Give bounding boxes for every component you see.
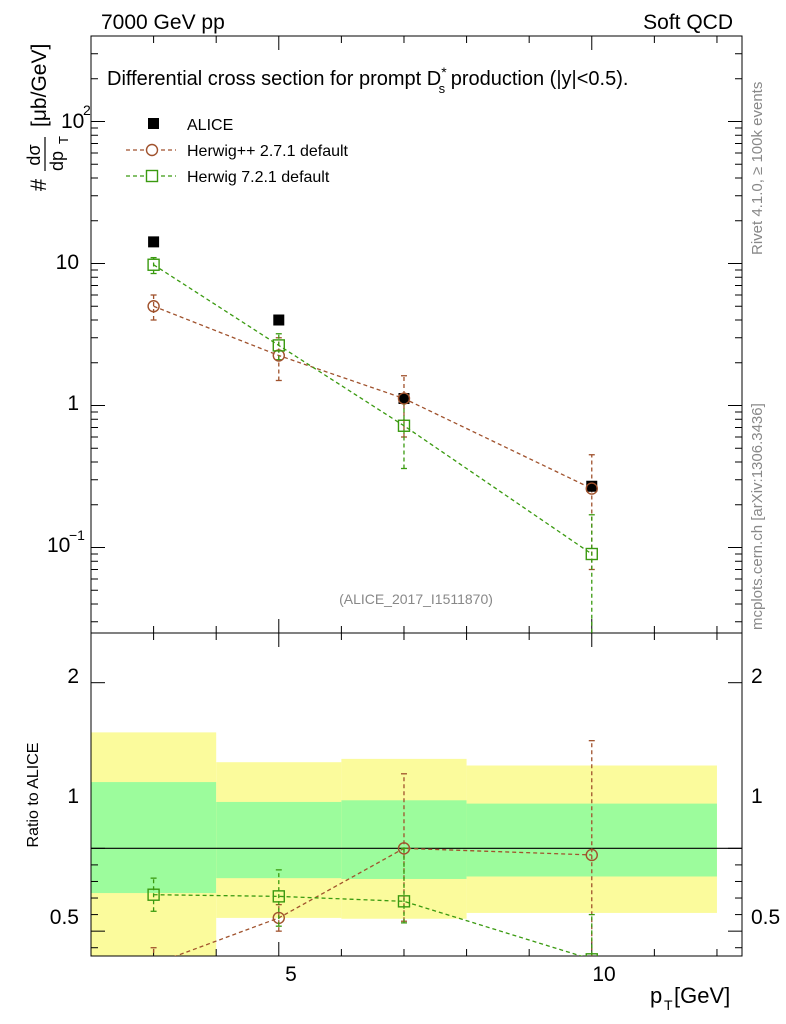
ratio-data-layer <box>147 740 598 970</box>
y-tick-label-100-exp: 2 <box>83 102 91 118</box>
x-tick-label-5: 5 <box>285 963 297 986</box>
ylabel-denominator: dp <box>47 151 67 171</box>
ratio-y-tick-label-0.5-left: 0.5 <box>50 906 79 929</box>
series-line-0 <box>153 305 593 490</box>
herwigpp-point <box>585 482 598 495</box>
xlabel-units: [GeV] <box>674 983 730 1008</box>
alice-point <box>586 480 598 492</box>
ratio-herwig7-point <box>585 953 598 956</box>
mcplots-label: mcplots.cern.ch [arXiv:1306.3436] <box>749 403 766 630</box>
ylabel-numerator: dσ <box>24 144 44 165</box>
herwig7-point <box>147 258 160 271</box>
header-category: Soft QCD <box>643 11 733 34</box>
ratio-y-tick-label-1-left: 1 <box>67 785 79 808</box>
y-tick-label-100: 10 <box>61 110 84 133</box>
inner-band-2 <box>341 800 467 879</box>
ylabel-denominator-sub: T <box>56 136 71 144</box>
ratio-panel-frame <box>90 632 743 957</box>
ratio-herwig7-point <box>397 895 411 908</box>
herwigpp-point <box>147 300 160 313</box>
legend-marker-herwigpp <box>145 143 159 157</box>
ratio-y-tick-label-2-right: 2 <box>751 665 763 688</box>
alice-point <box>398 393 410 405</box>
y-tick-label-0.1-exp: −1 <box>69 527 85 543</box>
legend-label-herwigpp: Herwig++ 2.7.1 default <box>187 143 349 160</box>
ratio-y-tick-label-0.5-right: 0.5 <box>751 906 780 929</box>
series-line-1 <box>153 264 593 555</box>
y-tick-label-10: 10 <box>56 251 79 274</box>
x-axis-label: p T [GeV] <box>650 983 730 1013</box>
herwigpp-point <box>397 392 411 405</box>
ratio-y-tick-label-2-left: 2 <box>67 665 79 688</box>
legend: ALICE Herwig++ 2.7.1 default Herwig 7.2.… <box>126 117 349 186</box>
ratio-herwig7-point <box>272 890 285 903</box>
alice-point <box>148 236 160 248</box>
ylabel-units: [μb/GeV] <box>28 44 51 127</box>
title-sup: * <box>441 64 447 80</box>
inner-band-1 <box>216 801 342 879</box>
legend-marker-herwig7 <box>145 169 159 183</box>
x-tick-label-10: 10 <box>592 963 615 986</box>
ylabel-hash: # <box>26 178 51 191</box>
ratio-herwigpp-point <box>397 842 411 855</box>
main-data-layer <box>147 236 598 633</box>
herwig7-point <box>585 547 598 561</box>
herwig7-point <box>397 419 411 432</box>
xlabel-p: p <box>650 983 662 1008</box>
alice-point <box>273 314 285 326</box>
rivet-version-label: Rivet 4.1.0, ≥ 100k events <box>749 82 766 255</box>
ratio-herwig7-point <box>147 888 160 901</box>
main-title: Differential cross section for prompt D*… <box>107 64 628 96</box>
y-tick-label-0.1: 10 <box>47 534 70 557</box>
legend-marker-alice <box>148 118 159 129</box>
y-tick-label-1: 1 <box>67 392 79 415</box>
ratio-herwigpp-point <box>148 959 159 970</box>
title-sub: s <box>439 81 446 96</box>
ratio-y-axis-label: Ratio to ALICE <box>25 743 42 848</box>
inner-band-0 <box>91 782 217 894</box>
title-text: Differential cross section for prompt D <box>107 68 441 90</box>
ratio-line-0 <box>174 847 592 956</box>
ratio-y-tick-labels: 2 1 0.5 2 1 0.5 <box>50 665 780 929</box>
header-energy: 7000 GeV pp <box>101 11 225 34</box>
title-rest: production (|y|<0.5). <box>445 68 628 90</box>
legend-label-herwig7: Herwig 7.2.1 default <box>187 169 330 186</box>
main-y-tick-labels: 10 2 10 1 10 −1 <box>47 102 91 557</box>
herwig7-point <box>272 339 285 352</box>
legend-label-alice: ALICE <box>187 117 233 134</box>
ratio-y-tick-label-1-right: 1 <box>751 785 763 808</box>
analysis-id-watermark: (ALICE_2017_I1511870) <box>339 591 493 607</box>
main-y-axis-label: # dσ dp T [μb/GeV] <box>24 44 71 191</box>
ratio-herwigpp-point <box>585 848 598 862</box>
herwigpp-point <box>272 349 285 362</box>
xlabel-sub: T <box>664 997 673 1013</box>
axis-ticks <box>90 35 742 956</box>
